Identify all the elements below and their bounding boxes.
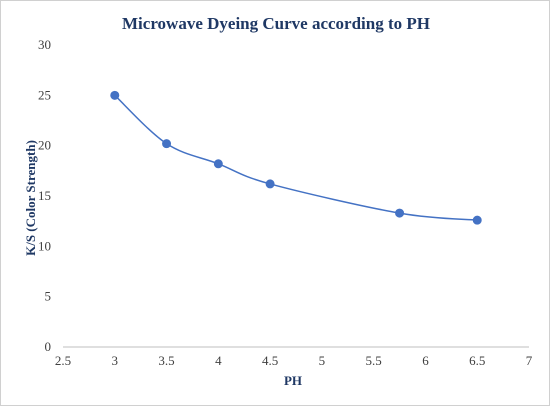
x-tick-label: 3.5 <box>158 353 174 368</box>
data-point <box>395 208 405 218</box>
data-point <box>472 215 482 225</box>
y-tick-label: 0 <box>45 339 52 354</box>
x-tick-label: 5.5 <box>366 353 382 368</box>
data-point <box>162 139 172 149</box>
data-point <box>110 90 120 100</box>
y-tick-label: 20 <box>38 138 51 153</box>
x-tick-label: 4.5 <box>262 353 278 368</box>
series-layer <box>110 90 482 225</box>
x-tick-label: 7 <box>526 353 533 368</box>
series-line <box>114 94 478 221</box>
y-axis-title: K/S (Color Strength) <box>23 140 38 256</box>
x-axis-title: PH <box>284 373 302 388</box>
x-tick-label: 5 <box>319 353 326 368</box>
x-tick-label: 4 <box>215 353 222 368</box>
data-point <box>213 159 223 169</box>
x-tick-label: 2.5 <box>55 353 71 368</box>
data-point <box>265 179 275 189</box>
y-tick-label: 15 <box>38 188 51 203</box>
y-tick-label: 10 <box>38 238 51 253</box>
x-tick-label: 6 <box>422 353 429 368</box>
x-tick-labels: 2.5 3 3.5 4 4.5 5 5.5 6 6.5 7 <box>55 353 533 368</box>
chart-title: Microwave Dyeing Curve according to PH <box>122 14 430 33</box>
y-tick-label: 25 <box>38 87 51 102</box>
y-tick-label: 5 <box>45 289 52 304</box>
y-tick-labels: 0 5 10 15 20 25 30 <box>38 37 51 354</box>
y-tick-label: 30 <box>38 37 51 52</box>
x-tick-label: 3 <box>112 353 119 368</box>
x-tick-label: 6.5 <box>469 353 485 368</box>
